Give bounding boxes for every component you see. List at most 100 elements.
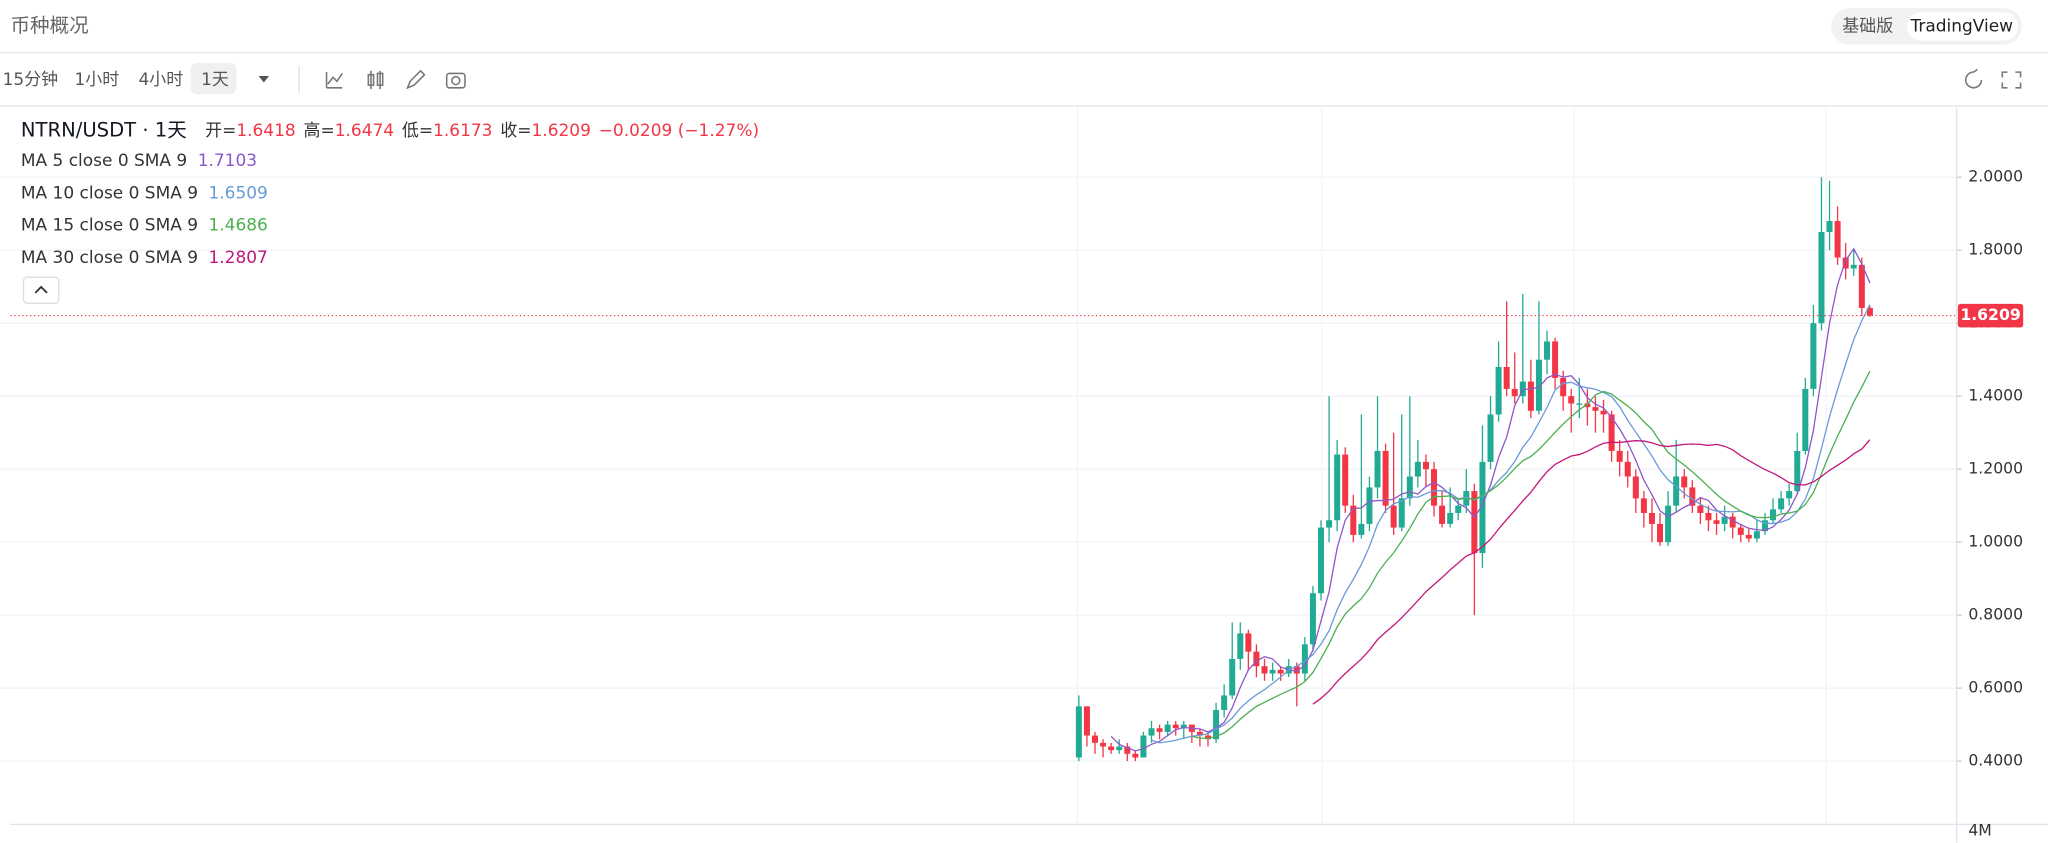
tab[interactable]: 基础版: [1842, 16, 1893, 36]
candle-body: [1366, 487, 1373, 524]
ohlc-label: 开=: [205, 121, 236, 141]
candle-body: [1108, 746, 1115, 751]
candle-body: [1705, 512, 1712, 521]
screenshot-icon[interactable]: [445, 72, 466, 89]
interval-dropdown[interactable]: [258, 76, 270, 83]
candle-body: [1729, 516, 1736, 528]
candle-body: [1358, 523, 1365, 535]
ohlc-value: 1.6418: [236, 121, 295, 141]
interval-button[interactable]: 1天: [201, 70, 229, 90]
ohlc-value: 1.6474: [335, 121, 394, 141]
candle-body: [1713, 520, 1720, 524]
legend-name: MA 10 close 0 SMA 9: [21, 183, 198, 203]
candle-body: [1834, 221, 1841, 258]
candle-body: [1261, 666, 1268, 674]
candle-body: [1075, 706, 1082, 758]
tab-active-bg: [1906, 12, 2018, 41]
candle-body: [1794, 450, 1801, 492]
candle-body: [1213, 710, 1220, 740]
interval-button[interactable]: 15分钟: [3, 70, 59, 90]
candle-body: [1527, 381, 1534, 411]
indicator-icon[interactable]: [325, 72, 343, 89]
candle-body: [1568, 396, 1575, 404]
candle-body: [1406, 476, 1413, 499]
candle-body: [1665, 505, 1672, 543]
candle-body: [1600, 410, 1607, 415]
candle-body: [1657, 523, 1664, 543]
y-tick-label: 2.0000: [1968, 167, 2023, 186]
ohlc-label: 高=: [304, 121, 335, 141]
candle-body: [1293, 666, 1300, 674]
candle-body: [1269, 669, 1276, 674]
fullscreen-icon[interactable]: [2001, 71, 2022, 89]
candle-body: [1196, 731, 1203, 736]
candle-body: [1697, 505, 1704, 513]
candle-body: [1826, 221, 1833, 232]
candle-body: [1471, 491, 1478, 554]
draw-icon[interactable]: [406, 69, 426, 90]
candle-body: [1592, 407, 1599, 411]
symbol-title: NTRN/USDT · 1天: [21, 118, 187, 141]
reset-icon[interactable]: [1964, 68, 1983, 89]
y-tick-label: 1.8000: [1968, 240, 2023, 259]
candle-body: [1818, 231, 1825, 324]
candle-body: [1624, 461, 1631, 477]
y-tick-label: 0.4000: [1968, 751, 2023, 770]
candle-body: [1116, 746, 1123, 751]
last-price-tag: [1957, 303, 2024, 328]
candle-body: [1132, 753, 1139, 758]
y-tick-label: 1.4000: [1968, 386, 2023, 405]
candle-body: [1148, 728, 1155, 736]
candle-body: [1866, 307, 1873, 316]
candle-body: [1318, 527, 1325, 594]
candle-body: [1447, 512, 1454, 524]
interval-button[interactable]: 4小时: [138, 70, 183, 90]
interval-button[interactable]: 1小时: [74, 70, 119, 90]
legend-value: 1.6509: [208, 183, 267, 203]
candle-body: [1584, 403, 1591, 408]
candle-body: [1616, 450, 1623, 462]
candle-body: [1770, 509, 1777, 521]
candle-body: [1334, 454, 1341, 521]
ma-line: [1191, 370, 1871, 740]
candle-body: [1519, 381, 1526, 397]
candle-body: [1842, 257, 1849, 269]
candle-body: [1689, 487, 1696, 506]
candle-body: [1245, 633, 1252, 652]
candle-body: [1083, 706, 1090, 736]
candle-body: [1608, 414, 1615, 451]
candle-body: [1350, 505, 1357, 535]
legend-name: MA 15 close 0 SMA 9: [21, 216, 198, 236]
candle-body: [1253, 651, 1260, 667]
collapse-button[interactable]: [22, 276, 60, 304]
candle-body: [1858, 264, 1865, 308]
candle-body: [1277, 669, 1284, 674]
ohlc-value: 1.6209: [532, 121, 591, 141]
candle-body: [1552, 341, 1559, 378]
candle-body: [1479, 461, 1486, 554]
candle-body: [1560, 377, 1567, 397]
candle-body: [1673, 476, 1680, 506]
candle-body: [1091, 735, 1099, 743]
chart-type-icon[interactable]: [367, 70, 384, 90]
ohlc-label: 低=: [402, 121, 433, 141]
candle-body: [1309, 593, 1316, 645]
candle-body: [1721, 516, 1728, 524]
candle-body: [1422, 461, 1429, 470]
candle-body: [1180, 724, 1187, 729]
candle-body: [1172, 724, 1179, 729]
candle-body: [1229, 658, 1236, 696]
candle-body: [1576, 403, 1583, 405]
candle-body: [1737, 527, 1744, 535]
candle-body: [1221, 695, 1228, 711]
candle-body: [1802, 388, 1809, 451]
candle-body: [1414, 461, 1421, 477]
tab[interactable]: TradingView: [1910, 16, 2014, 36]
candle-body: [1326, 520, 1333, 528]
interval-active-bg: [190, 62, 237, 95]
candle-body: [1156, 728, 1163, 732]
legend-name: MA 5 close 0 SMA 9: [21, 151, 187, 171]
y-tick-label: 0.8000: [1968, 605, 2023, 624]
candle-body: [1544, 341, 1551, 360]
legend-value: 1.4686: [208, 216, 267, 236]
